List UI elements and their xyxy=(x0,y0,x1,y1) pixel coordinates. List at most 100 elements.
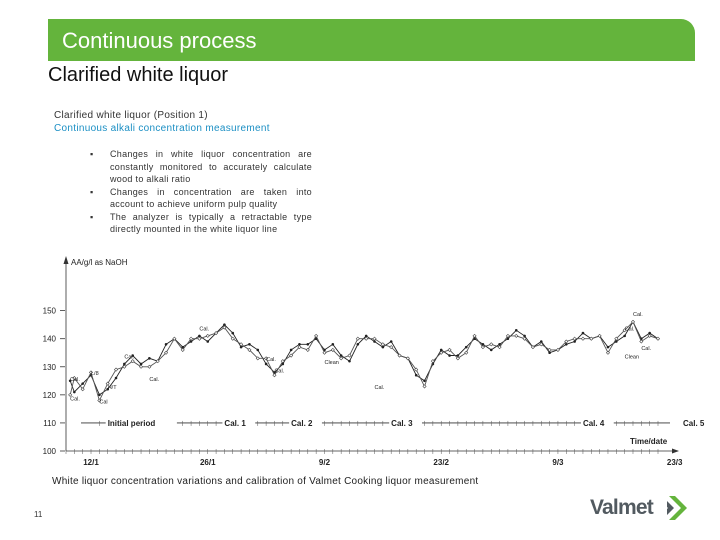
title-banner xyxy=(48,19,695,61)
period-label-bg xyxy=(222,416,256,427)
y-tick-label: 100 xyxy=(43,447,57,456)
period-label: Initial period xyxy=(108,419,156,428)
data-point xyxy=(498,343,501,346)
page-title: Continuous process xyxy=(62,28,257,53)
data-point xyxy=(381,345,385,349)
chart-annotation: Cal. xyxy=(199,326,209,332)
data-point xyxy=(139,364,144,369)
x-tick-label: 26/1 xyxy=(200,458,216,467)
data-point xyxy=(581,331,585,335)
data-point xyxy=(597,333,602,338)
data-point xyxy=(248,343,251,346)
period-label: Cal. 3 xyxy=(391,419,413,428)
data-point xyxy=(505,333,510,338)
data-point xyxy=(189,336,194,341)
data-point xyxy=(389,340,393,343)
x-axis-arrow-icon xyxy=(672,448,679,454)
section-caption: Clarified white liquor (Position 1) xyxy=(54,110,208,121)
y-axis-label: AA/g/l as NaOH xyxy=(71,258,128,267)
y-tick-label: 130 xyxy=(43,363,57,372)
chart-annotation: Cal. xyxy=(633,312,643,318)
data-point xyxy=(373,340,376,343)
data-point xyxy=(514,328,518,332)
logo-arrow-icon xyxy=(667,496,687,520)
data-point xyxy=(264,362,268,366)
data-point xyxy=(305,347,310,352)
x-axis-label: Time/date xyxy=(630,437,668,446)
data-point xyxy=(88,370,94,375)
data-point xyxy=(514,333,519,338)
data-point xyxy=(422,384,427,389)
data-point xyxy=(539,340,543,343)
data-point xyxy=(605,350,610,355)
data-point xyxy=(164,350,169,355)
data-point xyxy=(68,379,72,383)
data-point xyxy=(405,356,410,361)
data-point xyxy=(497,345,502,350)
chart-annotation: Cal. xyxy=(625,326,635,332)
data-point xyxy=(214,331,219,336)
period-label: Cal. 2 xyxy=(291,419,313,428)
data-point xyxy=(272,373,277,378)
data-point xyxy=(123,362,126,366)
data-point xyxy=(414,373,418,377)
data-point xyxy=(364,334,368,338)
data-point xyxy=(547,347,552,352)
bullet-list: ▪ Changes in white liquor concentration a… xyxy=(90,148,312,236)
data-point xyxy=(355,336,360,341)
data-point xyxy=(130,359,135,364)
data-point xyxy=(564,343,568,346)
data-point xyxy=(330,347,335,352)
data-point xyxy=(181,345,185,349)
period-label-bg xyxy=(681,416,714,427)
chart-annotation: Cal. xyxy=(274,368,284,374)
period-label-bg xyxy=(105,416,177,427)
data-point xyxy=(148,357,151,360)
data-point xyxy=(648,331,651,335)
page-number: 11 xyxy=(34,510,43,519)
data-point xyxy=(98,393,101,397)
data-point xyxy=(464,350,469,355)
y-tick-label: 140 xyxy=(43,335,57,344)
data-point xyxy=(339,354,343,357)
data-point xyxy=(231,331,235,335)
data-point xyxy=(389,345,394,350)
data-point xyxy=(347,353,352,358)
data-point xyxy=(139,362,143,366)
data-point xyxy=(555,347,560,352)
chart-annotation: Cal. xyxy=(149,377,159,383)
data-point xyxy=(114,367,119,372)
data-point xyxy=(68,392,73,397)
data-point xyxy=(281,362,285,366)
data-point xyxy=(97,398,102,403)
data-point xyxy=(372,336,377,341)
data-point xyxy=(81,382,84,385)
chart-annotation: L/8 xyxy=(91,371,99,377)
data-point xyxy=(564,339,569,344)
logo-text: Valmet xyxy=(590,496,654,519)
data-point xyxy=(339,356,344,361)
data-point xyxy=(364,336,369,341)
data-point xyxy=(572,336,577,341)
chart-annotation: Cal. xyxy=(641,346,651,352)
data-point xyxy=(105,381,110,386)
x-tick-label: 12/1 xyxy=(83,458,99,467)
data-point xyxy=(197,336,202,341)
data-point xyxy=(530,345,535,350)
chart-annotation: Cal. xyxy=(70,377,80,383)
chart-annotation: Clean xyxy=(625,354,639,360)
data-point xyxy=(630,319,636,324)
data-point xyxy=(356,343,360,346)
data-point xyxy=(548,351,551,355)
data-point xyxy=(230,336,235,341)
data-point xyxy=(455,356,460,361)
data-point xyxy=(280,359,285,364)
data-point xyxy=(580,336,585,341)
bullet-icon: ▪ xyxy=(90,149,94,159)
data-point xyxy=(122,364,127,369)
data-point xyxy=(480,345,485,350)
series-line-analyzer xyxy=(69,321,659,402)
y-tick-label: 110 xyxy=(43,419,56,428)
x-tick-label: 9/2 xyxy=(319,458,331,467)
data-point xyxy=(289,348,293,352)
